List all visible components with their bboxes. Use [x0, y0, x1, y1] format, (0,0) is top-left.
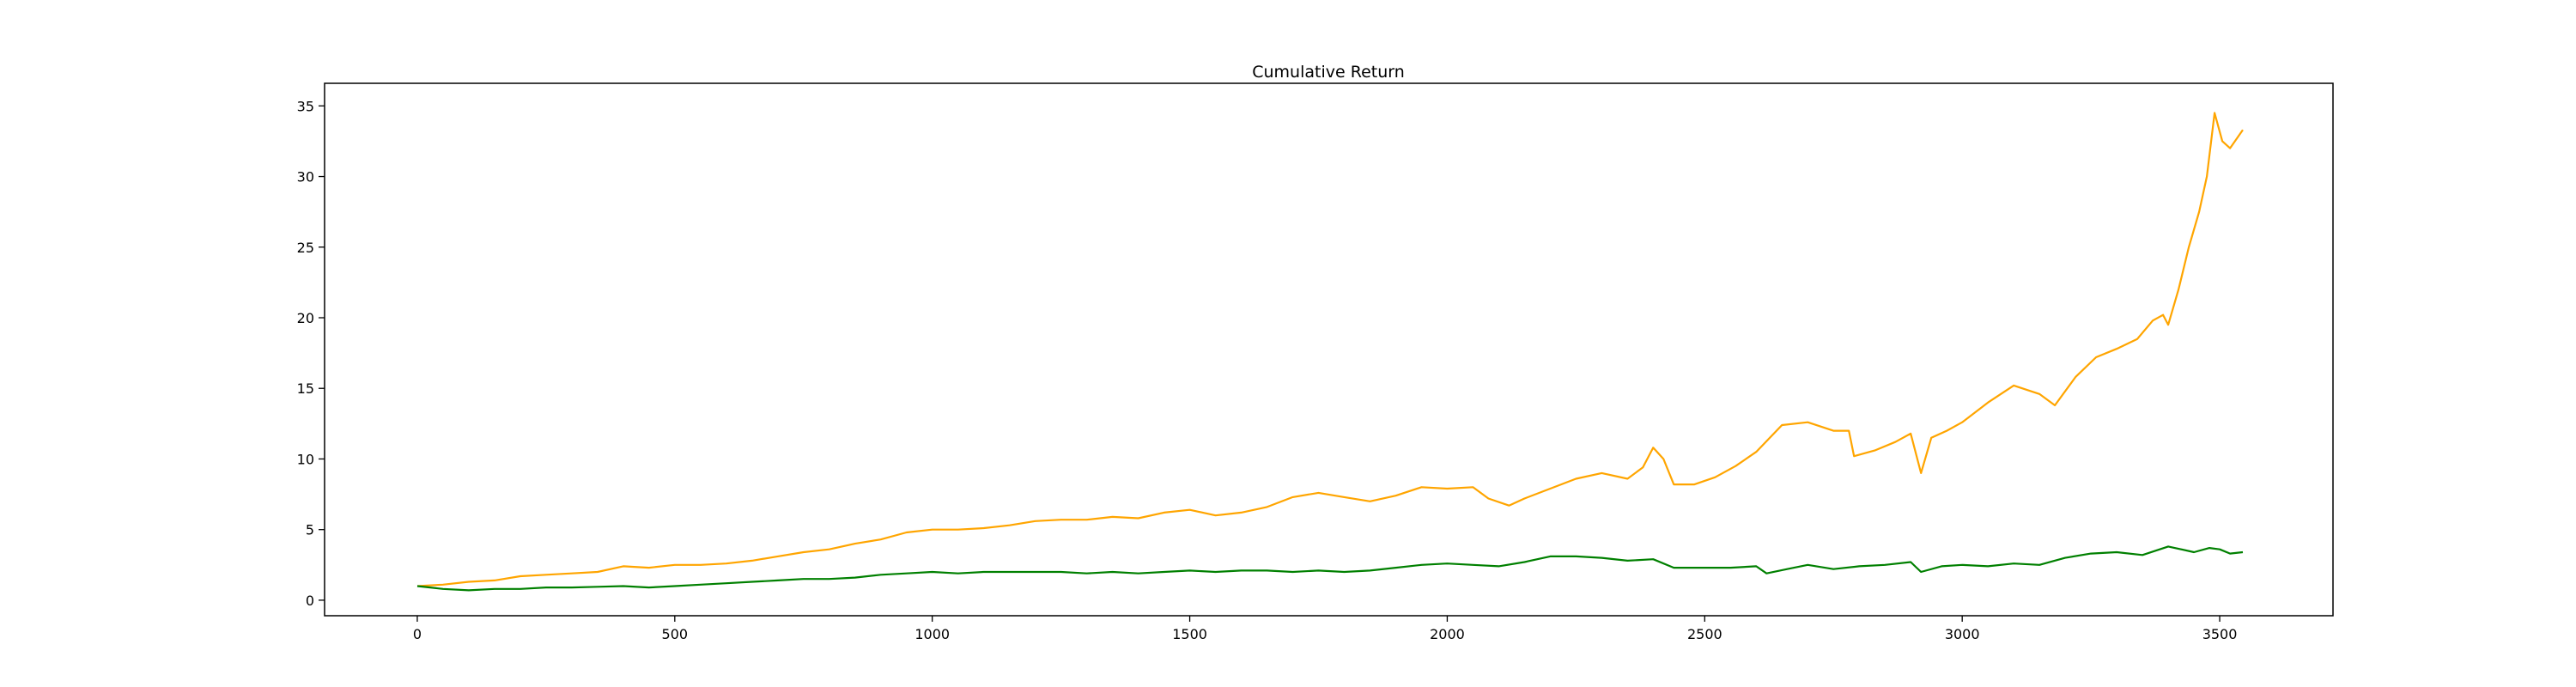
y-tick-label: 5	[306, 522, 314, 538]
y-tick-label: 20	[297, 310, 314, 326]
series-layer	[416, 112, 2244, 592]
x-tick-label: 2000	[1430, 626, 1465, 642]
y-tick-label: 30	[297, 169, 314, 185]
plot-frame	[324, 82, 2334, 617]
x-axis: 0 500 1000 1500 2000 2500 3000 3500	[413, 616, 2238, 642]
y-tick-label: 35	[297, 98, 314, 114]
y-tick-label: 25	[297, 240, 314, 256]
x-tick-label: 0	[413, 626, 422, 642]
series-line-1	[416, 112, 2244, 587]
x-tick-label: 3000	[1945, 626, 1980, 642]
y-tick-label: 15	[297, 380, 314, 397]
y-axis: 0 5 10 15 20 25 30 35	[297, 98, 325, 609]
y-tick-label: 10	[297, 451, 314, 467]
x-tick-label: 500	[662, 626, 689, 642]
x-tick-label: 2500	[1687, 626, 1722, 642]
x-tick-label: 1000	[914, 626, 950, 642]
x-tick-label: 1500	[1172, 626, 1207, 642]
chart-title: Cumulative Return	[1252, 63, 1405, 82]
series-line-2	[416, 545, 2244, 592]
y-tick-label: 0	[306, 593, 314, 609]
x-tick-label: 3500	[2202, 626, 2238, 642]
